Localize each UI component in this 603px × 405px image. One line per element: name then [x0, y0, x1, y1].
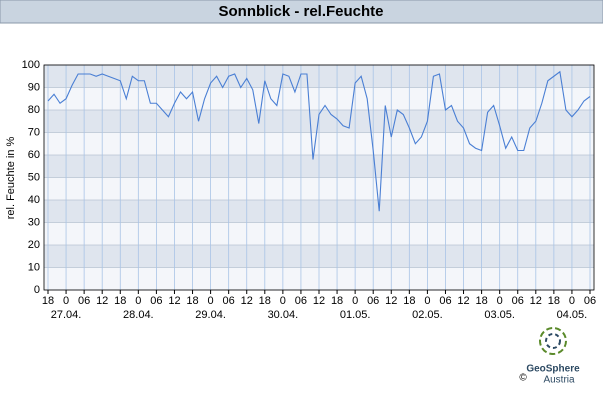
x-tick-label: 0 — [135, 295, 141, 307]
logo-ring — [539, 327, 567, 355]
data-line — [47, 70, 591, 212]
x-tick-label: 18 — [475, 295, 487, 307]
logo-ring — [545, 333, 561, 349]
x-tick-label: 0 — [497, 295, 503, 307]
x-tick-label: 18 — [259, 295, 271, 307]
y-tick-label: 0 — [34, 284, 40, 296]
y-tick-label: 90 — [28, 81, 40, 93]
chart-title: Sonnblick - rel.Feuchte — [218, 3, 383, 20]
y-tick-label: 40 — [28, 194, 40, 206]
x-tick-label: 12 — [385, 295, 397, 307]
x-tick-label: 18 — [331, 295, 343, 307]
x-tick-label: 0 — [280, 295, 286, 307]
x-tick-label: 0 — [569, 295, 575, 307]
x-tick-label: 06 — [584, 295, 596, 307]
x-tick-label: 0 — [63, 295, 69, 307]
title-bar — [0, 0, 603, 24]
x-tick-label: 0 — [208, 295, 214, 307]
x-tick-label: 12 — [457, 295, 469, 307]
plot-frame — [43, 64, 595, 291]
x-tick-label: 12 — [96, 295, 108, 307]
x-tick-label: 12 — [313, 295, 325, 307]
x-tick-label: 18 — [548, 295, 560, 307]
y-tick-label: 50 — [28, 171, 40, 183]
x-tick-label: 06 — [439, 295, 451, 307]
x-tick-label: 0 — [424, 295, 430, 307]
x-tick-label: 06 — [512, 295, 524, 307]
x-tick-label: 18 — [114, 295, 126, 307]
date-label: 27.04. — [51, 309, 82, 321]
y-tick-label: 10 — [28, 261, 40, 273]
x-tick-label: 06 — [367, 295, 379, 307]
x-tick-label: 0 — [352, 295, 358, 307]
copyright: © — [519, 373, 527, 384]
x-tick-label: 06 — [78, 295, 90, 307]
brand: GeoSphere — [526, 364, 580, 375]
y-tick-label: 60 — [28, 149, 40, 161]
x-tick-label: 18 — [403, 295, 415, 307]
x-tick-label: 06 — [150, 295, 162, 307]
y-axis-label: rel. Feuchte in % — [5, 137, 17, 220]
date-label: 28.04. — [123, 309, 154, 321]
x-tick-label: 18 — [186, 295, 198, 307]
y-tick-label: 80 — [28, 104, 40, 116]
x-tick-label: 18 — [42, 295, 54, 307]
date-label: 02.05. — [412, 309, 443, 321]
y-tick-label: 70 — [28, 126, 40, 138]
y-tick-label: 30 — [28, 216, 40, 228]
x-tick-label: 06 — [295, 295, 307, 307]
date-label: 04.05. — [557, 309, 588, 321]
x-tick-label: 12 — [241, 295, 253, 307]
country: Austria — [543, 375, 575, 386]
date-label: 01.05. — [340, 309, 371, 321]
y-tick-label: 20 — [28, 239, 40, 251]
x-tick-label: 12 — [168, 295, 180, 307]
date-label: 30.04. — [268, 309, 299, 321]
logo — [539, 327, 567, 355]
x-tick-label: 12 — [530, 295, 542, 307]
date-label: 03.05. — [484, 309, 515, 321]
x-tick-label: 06 — [223, 295, 235, 307]
date-label: 29.04. — [195, 309, 226, 321]
y-tick-label: 100 — [22, 59, 40, 71]
